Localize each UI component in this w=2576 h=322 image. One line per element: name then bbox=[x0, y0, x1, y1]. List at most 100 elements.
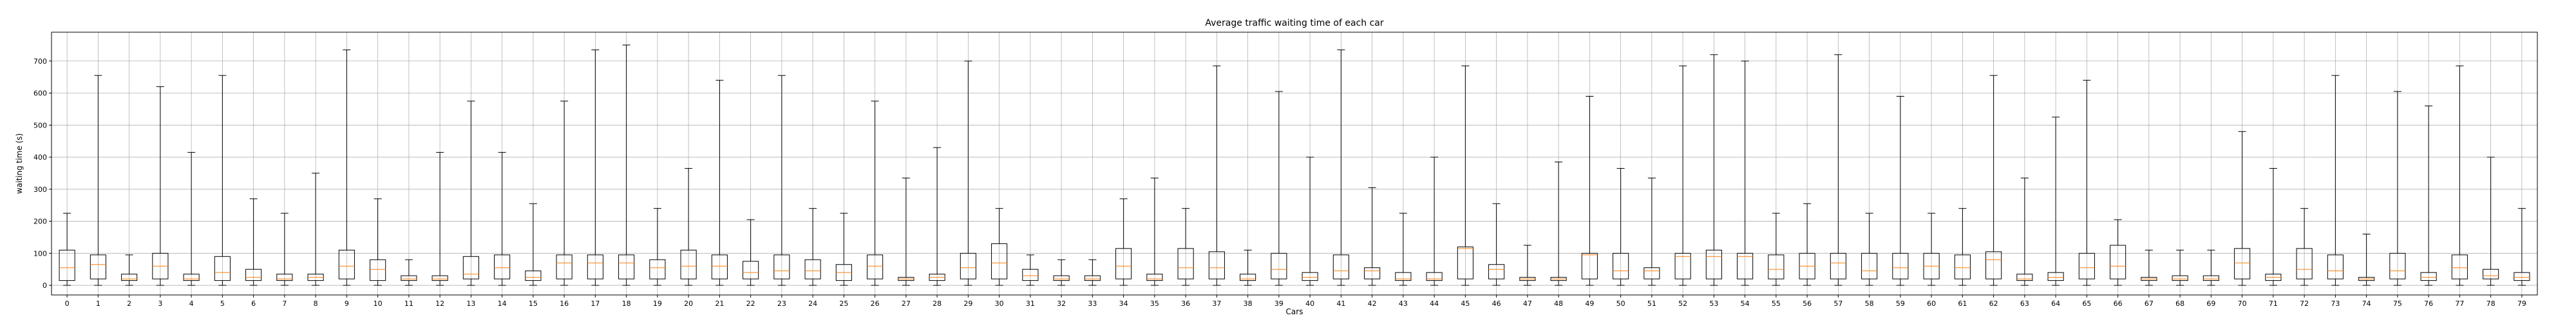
iqr-box bbox=[991, 243, 1008, 279]
box-car-8 bbox=[307, 173, 324, 286]
box-car-72 bbox=[2296, 208, 2313, 286]
iqr-box bbox=[1737, 252, 1754, 279]
x-tick-label: 57 bbox=[1833, 299, 1842, 308]
iqr-box bbox=[867, 254, 884, 279]
box-car-25 bbox=[835, 213, 852, 286]
x-tick-label: 36 bbox=[1181, 299, 1190, 308]
x-tick-label: 31 bbox=[1026, 299, 1035, 308]
iqr-box bbox=[1177, 248, 1194, 279]
x-tick-label: 43 bbox=[1399, 299, 1408, 308]
box-car-68 bbox=[2172, 249, 2188, 286]
box-car-20 bbox=[680, 167, 697, 286]
plot-frame bbox=[51, 32, 2538, 296]
x-tick-label: 64 bbox=[2051, 299, 2060, 308]
x-tick-label: 11 bbox=[404, 299, 413, 308]
box-car-21 bbox=[711, 80, 728, 286]
box-car-39 bbox=[1271, 91, 1287, 286]
x-tick-label: 61 bbox=[1958, 299, 1967, 308]
box-car-37 bbox=[1208, 65, 1225, 286]
x-tick-label: 75 bbox=[2393, 299, 2402, 308]
y-tick-label: 500 bbox=[33, 121, 47, 129]
iqr-box bbox=[494, 254, 511, 279]
iqr-box bbox=[245, 269, 262, 281]
box-car-5 bbox=[214, 75, 231, 286]
box-car-71 bbox=[2265, 167, 2282, 286]
x-tick-label: 1 bbox=[96, 299, 100, 308]
x-tick-label: 9 bbox=[345, 299, 349, 308]
box-car-56 bbox=[1799, 203, 1815, 286]
iqr-box bbox=[2047, 272, 2064, 281]
iqr-box bbox=[1302, 272, 1318, 281]
iqr-box bbox=[214, 256, 231, 281]
iqr-box bbox=[556, 254, 573, 279]
x-tick-label: 3 bbox=[158, 299, 162, 308]
x-tick-label: 8 bbox=[314, 299, 318, 308]
x-tick-label: 24 bbox=[808, 299, 817, 308]
box-car-59 bbox=[1892, 96, 1909, 286]
x-tick-label: 32 bbox=[1057, 299, 1066, 308]
iqr-box bbox=[804, 259, 821, 279]
box-car-48 bbox=[1550, 162, 1567, 286]
x-tick-label: 0 bbox=[65, 299, 70, 308]
x-tick-label: 79 bbox=[2517, 299, 2526, 308]
boxes-layer bbox=[59, 44, 2530, 286]
iqr-box bbox=[1643, 267, 1660, 279]
x-tick-label: 55 bbox=[1772, 299, 1781, 308]
x-tick-label: 7 bbox=[282, 299, 287, 308]
box-car-52 bbox=[1674, 65, 1691, 286]
box-car-64 bbox=[2047, 117, 2064, 286]
x-tick-label: 4 bbox=[189, 299, 194, 308]
box-car-30 bbox=[991, 208, 1008, 286]
box-car-50 bbox=[1613, 167, 1629, 286]
box-car-14 bbox=[494, 152, 511, 286]
iqr-box bbox=[1271, 252, 1287, 279]
x-tick-label: 48 bbox=[1554, 299, 1563, 308]
x-tick-label: 27 bbox=[902, 299, 911, 308]
iqr-box bbox=[2078, 252, 2095, 279]
x-tick-label: 56 bbox=[1803, 299, 1812, 308]
x-tick-label: 37 bbox=[1212, 299, 1221, 308]
box-car-19 bbox=[649, 208, 666, 286]
box-car-46 bbox=[1488, 203, 1505, 286]
x-tick-label: 71 bbox=[2269, 299, 2278, 308]
iqr-box bbox=[1830, 252, 1846, 279]
iqr-box bbox=[2389, 252, 2406, 279]
box-car-16 bbox=[556, 100, 573, 286]
x-tick-label: 62 bbox=[1989, 299, 1998, 308]
x-tick-label: 40 bbox=[1305, 299, 1314, 308]
x-tick-label: 30 bbox=[995, 299, 1004, 308]
box-car-29 bbox=[960, 61, 976, 286]
box-car-1 bbox=[90, 75, 106, 286]
box-car-11 bbox=[401, 259, 417, 286]
iqr-box bbox=[2110, 245, 2126, 279]
x-tick-label: 29 bbox=[963, 299, 972, 308]
box-car-27 bbox=[898, 177, 914, 286]
x-tick-label: 26 bbox=[871, 299, 880, 308]
iqr-box bbox=[1426, 272, 1443, 281]
box-car-58 bbox=[1861, 213, 1878, 286]
iqr-box bbox=[276, 274, 293, 281]
iqr-box bbox=[649, 259, 666, 279]
box-car-43 bbox=[1395, 213, 1412, 286]
box-car-6 bbox=[245, 198, 262, 286]
iqr-box bbox=[2296, 248, 2313, 279]
iqr-box bbox=[2420, 272, 2437, 281]
box-car-47 bbox=[1519, 245, 1536, 286]
box-car-77 bbox=[2451, 65, 2468, 286]
x-tick-label: 12 bbox=[435, 299, 444, 308]
iqr-box bbox=[1488, 264, 1505, 279]
box-car-66 bbox=[2110, 219, 2126, 286]
x-tick-label: 69 bbox=[2206, 299, 2215, 308]
box-car-24 bbox=[804, 208, 821, 286]
iqr-box bbox=[587, 254, 603, 279]
iqr-box bbox=[1457, 246, 1473, 279]
x-tick-label: 33 bbox=[1088, 299, 1097, 308]
box-car-69 bbox=[2202, 249, 2219, 286]
box-car-17 bbox=[587, 49, 603, 286]
box-car-0 bbox=[59, 213, 75, 286]
box-car-22 bbox=[743, 219, 759, 286]
box-car-31 bbox=[1022, 254, 1039, 286]
box-car-73 bbox=[2327, 75, 2344, 286]
iqr-box bbox=[711, 254, 728, 279]
